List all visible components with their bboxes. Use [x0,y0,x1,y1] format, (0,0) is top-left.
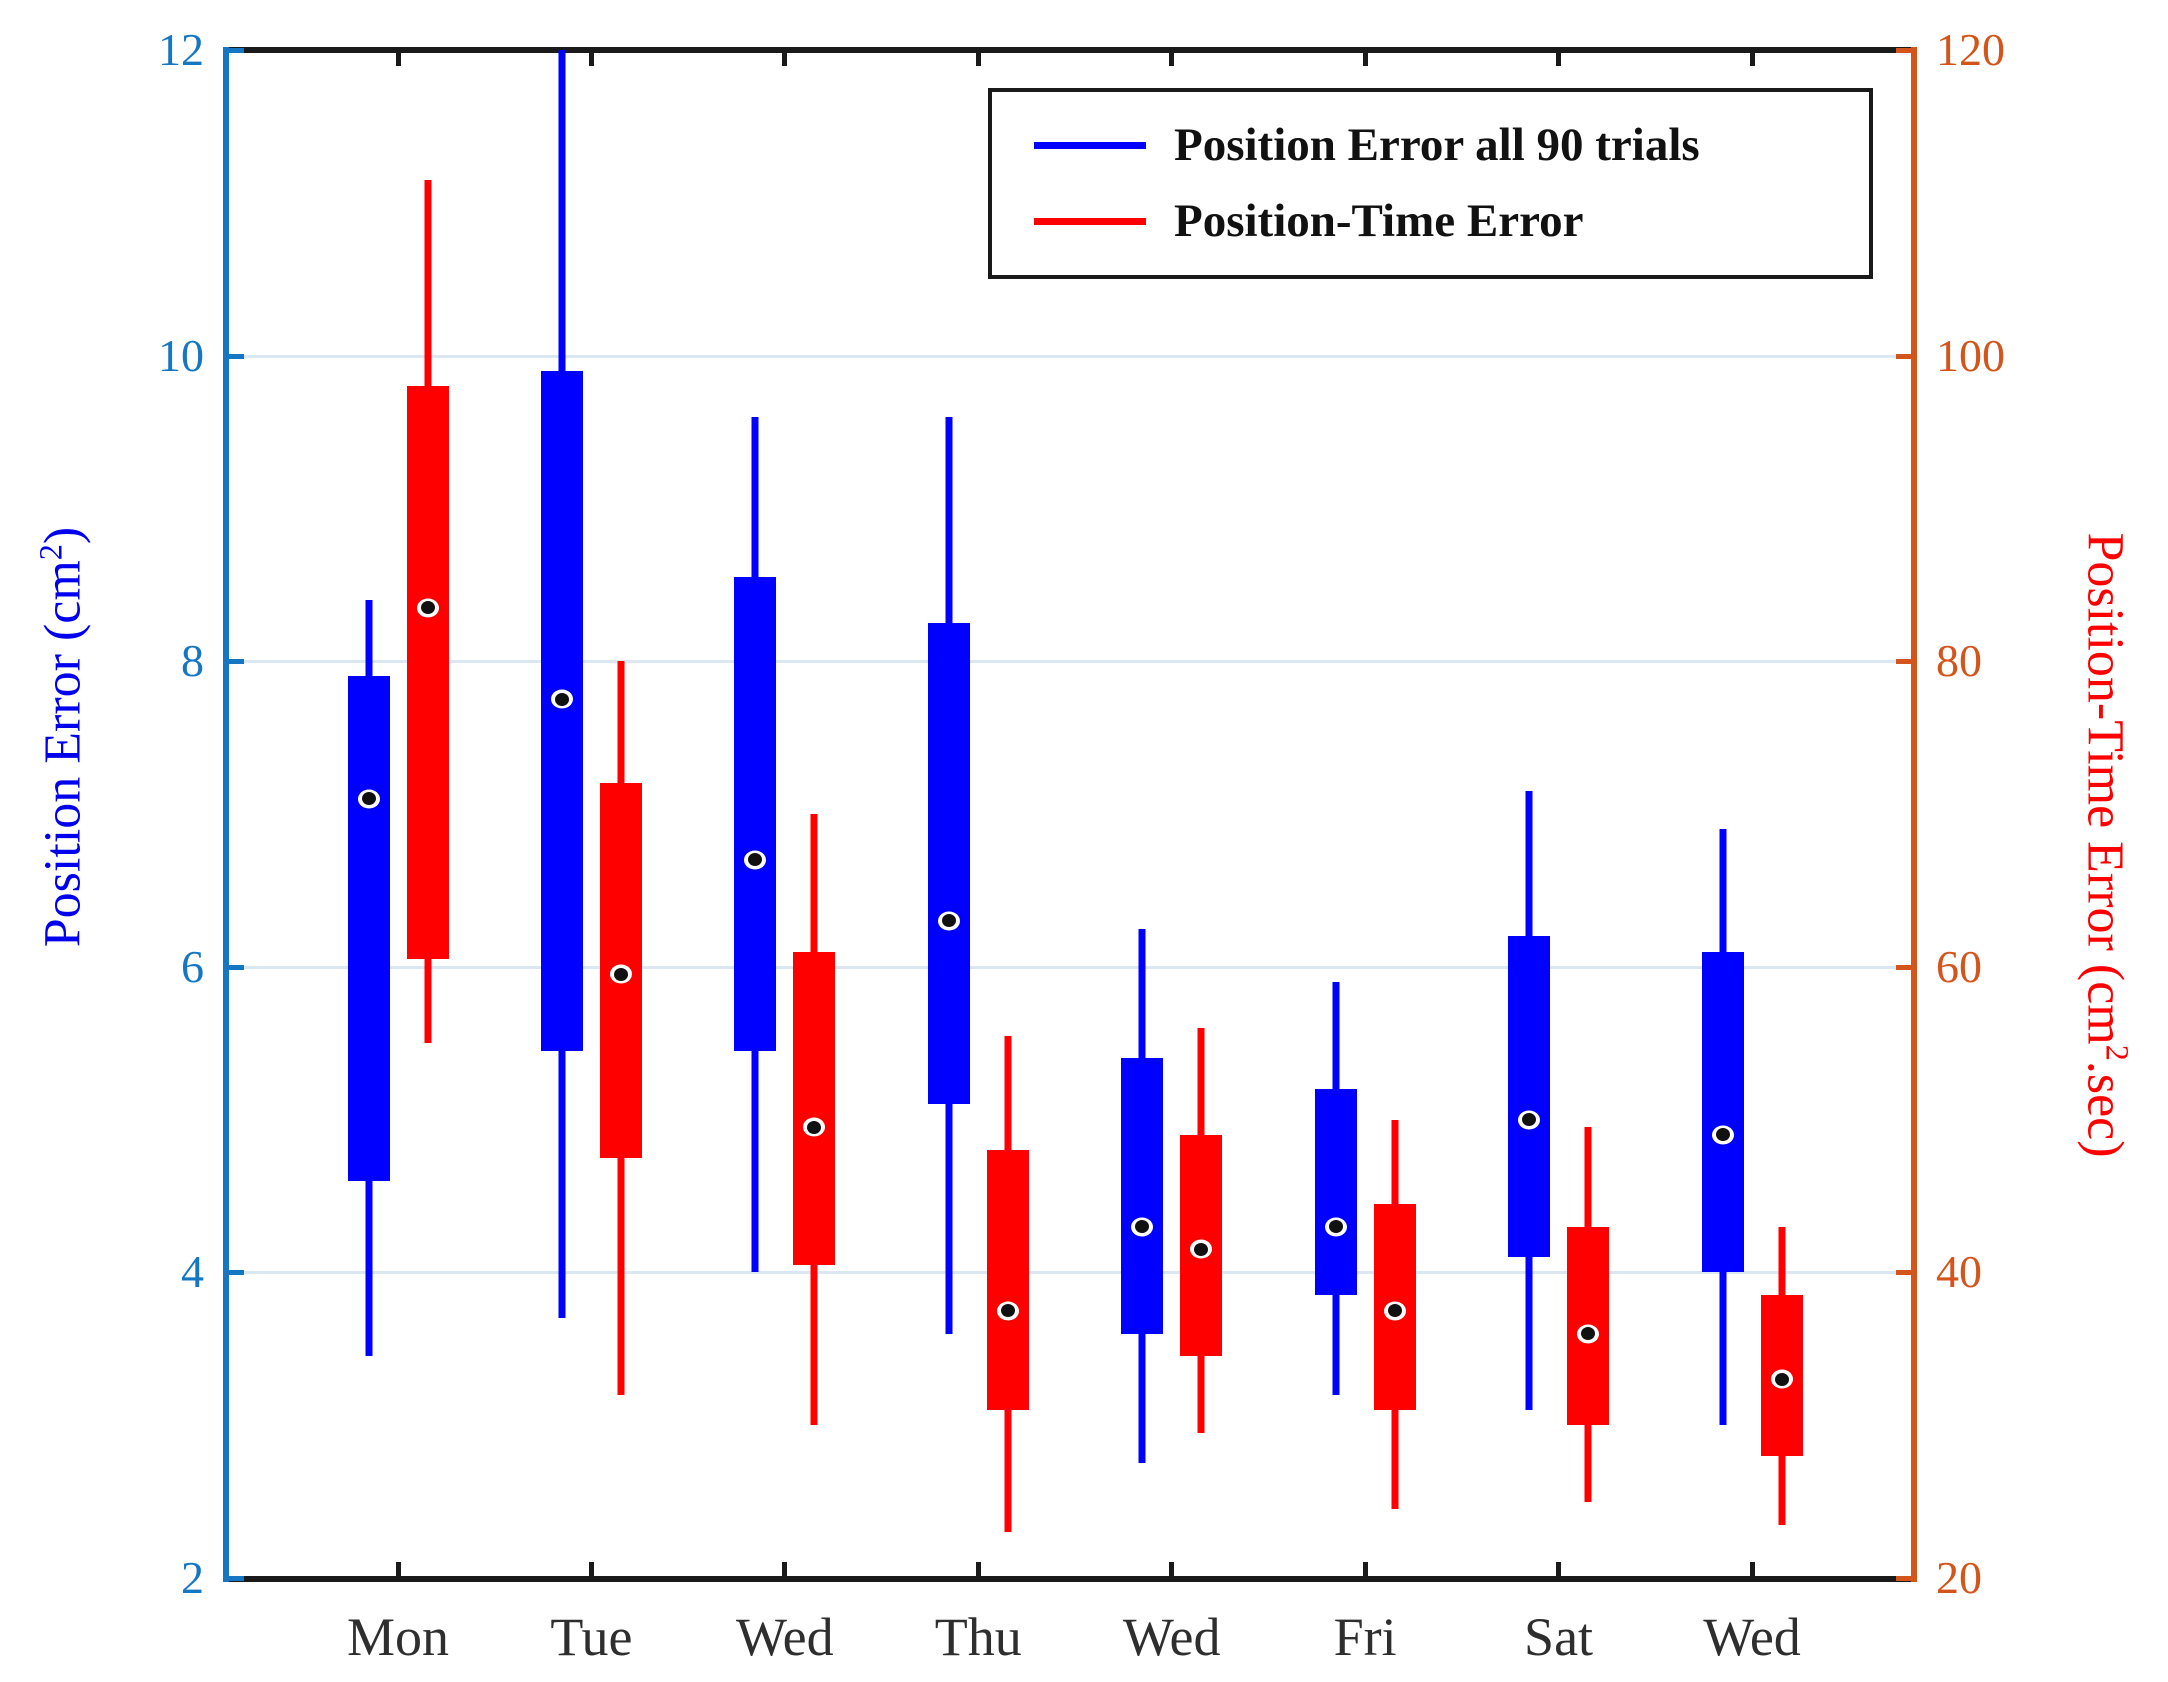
left-axis-tick [226,353,244,359]
left-axis-tick-label: 8 [181,635,204,687]
x-category-label: Wed [736,1607,834,1667]
boxplot-box-right [986,1150,1029,1410]
x-category-label: Thu [934,1607,1022,1667]
boxplot-median-marker [930,904,967,938]
boxplot-median-marker [1124,1210,1161,1244]
x-axis-tick [1556,1562,1562,1578]
boxplot-box-left [734,577,777,1051]
boxplot-box-left [1121,1058,1164,1334]
boxplot-median-marker [1763,1362,1800,1396]
right-axis-tick [1896,353,1914,359]
boxplot-median-marker [737,843,774,877]
legend-item-position-error: Position Error all 90 trials [992,118,1869,171]
right-axis-line [1911,47,1917,1582]
left-axis-tick [226,964,244,970]
right-axis-tick-label: 60 [1936,940,1982,992]
boxplot-median-marker [409,591,446,625]
right-axis-tick-label: 40 [1936,1246,1982,1298]
left-axis-tick [226,1270,244,1276]
left-axis-line [223,47,229,1582]
boxplot-median-marker [1376,1294,1413,1328]
x-category-label: Mon [346,1607,450,1667]
legend-line-red [1034,218,1146,226]
right-axis-tick-label: 120 [1936,24,2005,75]
boxplot-box-left [1508,936,1551,1258]
boxplot-median-marker [1183,1232,1220,1266]
x-category-label: Fri [1333,1607,1397,1667]
boxplot-box-left [1701,951,1744,1273]
left-axis-tick [226,1576,244,1581]
x-category-label: Tue [550,1607,633,1667]
gridline [226,660,1914,664]
right-axis-tick [1896,48,1914,53]
x-axis-tick [1362,1562,1368,1578]
boxplot-median-marker [796,1110,833,1144]
x-axis-tick [782,1562,788,1578]
right-axis-tick [1896,659,1914,665]
legend-label: Position-Time Error [1174,195,1584,248]
boxplot-box-left [1314,1089,1357,1296]
boxplot-median-marker [1704,1118,1741,1152]
x-axis-tick [588,1562,594,1578]
left-axis-tick [226,48,244,53]
gridline [226,965,1914,969]
boxplot-box-right [793,951,836,1265]
right-axis-tick-label: 100 [1936,329,2005,381]
left-axis-tick [226,659,244,665]
boxplot-median-marker [1317,1210,1354,1244]
legend-line-blue [1034,141,1146,149]
x-category-label: Wed [1703,1607,1801,1667]
boxplot-median-marker [989,1294,1026,1328]
right-axis-title: Position-Time Error (cm2.sec) [2076,532,2136,1158]
boxplot-median-marker [602,957,639,991]
x-axis-top-tick [782,50,788,66]
left-axis-tick-label: 4 [181,1246,204,1298]
left-axis-tick-label: 10 [158,329,204,381]
x-axis-top-tick [1749,50,1755,66]
top-border [226,47,1914,53]
x-axis-line [226,1576,1914,1582]
x-axis-tick [1749,1562,1755,1578]
gridline [226,354,1914,358]
legend-item-position-time-error: Position-Time Error [992,198,1869,245]
left-axis-title: Position Error (cm2) [32,526,92,948]
boxplot-median-marker [350,782,387,816]
x-axis-top-tick [1556,50,1562,66]
chart-legend: Position Error all 90 trials Position-Ti… [988,88,1873,279]
left-axis-tick-label: 2 [181,1552,204,1603]
right-axis-tick-label: 80 [1936,635,1982,687]
x-axis-tick [395,1562,401,1578]
boxplot-median-marker [1570,1317,1607,1351]
left-axis-tick-label: 6 [181,940,204,992]
x-axis-top-tick [1169,50,1175,66]
x-axis-top-tick [588,50,594,66]
boxplot-box-right [406,386,449,960]
boxplot-median-marker [543,682,580,716]
x-axis-tick [1169,1562,1175,1578]
right-axis-tick [1896,1576,1914,1581]
boxplot-box-left [927,623,970,1105]
x-axis-top-tick [395,50,401,66]
x-category-label: Sat [1524,1607,1594,1667]
boxplot-box-left [347,676,390,1181]
boxplot-median-marker [1511,1103,1548,1137]
gridline [226,1271,1914,1275]
x-axis-top-tick [1362,50,1368,66]
left-axis-tick-label: 12 [158,24,204,75]
x-category-label: Wed [1122,1607,1221,1667]
x-axis-top-tick [975,50,981,66]
right-axis-tick [1896,1270,1914,1276]
right-axis-tick-label: 20 [1936,1552,1982,1603]
right-axis-tick [1896,964,1914,970]
x-axis-tick [975,1562,981,1578]
legend-label: Position Error all 90 trials [1174,118,1700,171]
